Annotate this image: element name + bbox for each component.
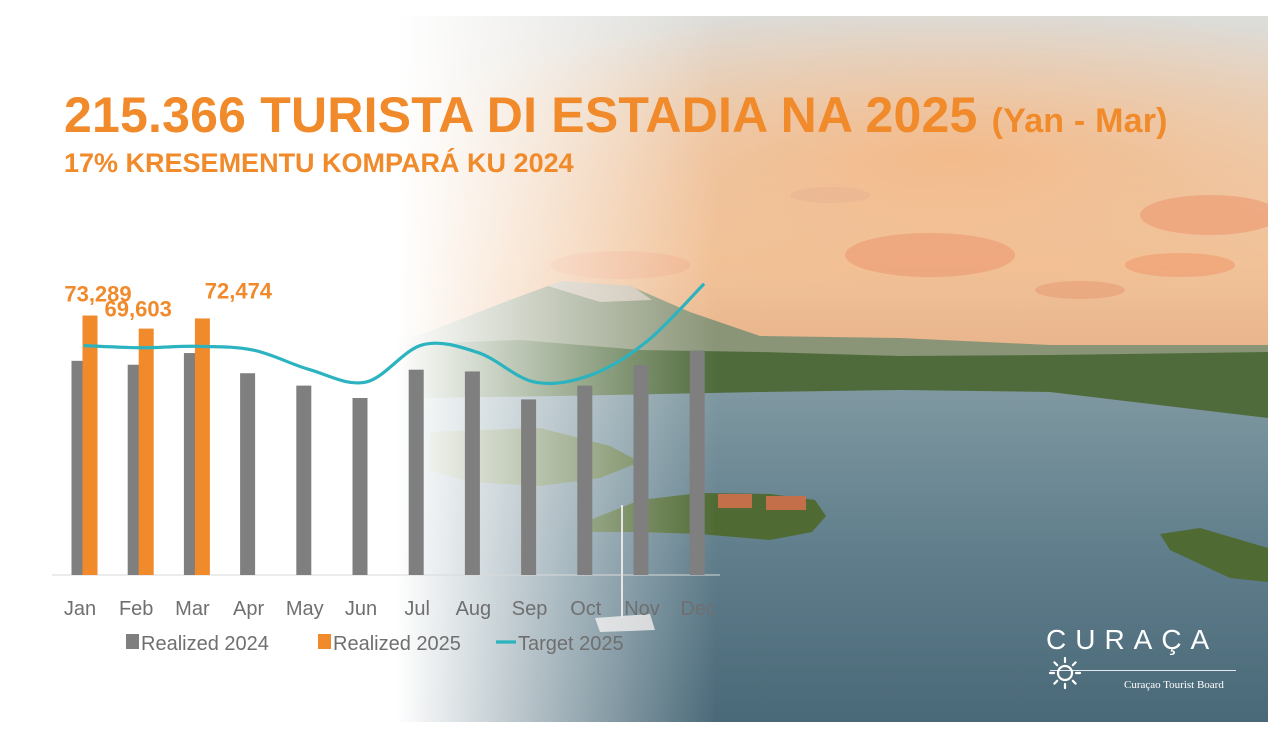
- x-tick-label: Oct: [570, 598, 602, 620]
- legend-swatch-realized-2025: [318, 634, 331, 649]
- legend-label: Realized 2024: [141, 633, 269, 655]
- bar-realized-2024: [633, 365, 649, 575]
- x-tick-label: Aug: [456, 598, 492, 620]
- curacao-logo: CURAÇA Curaçao Tourist Board: [1046, 624, 1246, 695]
- bar-realized-2024: [240, 373, 256, 575]
- headline: 215.366 TURISTA DI ESTADIA NA 2025 (Yan …: [64, 86, 1168, 144]
- x-tick-label: Nov: [624, 598, 660, 620]
- bar-realized-2025: [194, 318, 210, 575]
- bar-realized-2024: [464, 371, 480, 575]
- data-label-2025: 72,474: [205, 278, 273, 303]
- bar-realized-2025: [82, 315, 98, 575]
- headline-period: (Yan - Mar): [991, 102, 1168, 140]
- logo-tagline: Curaçao Tourist Board: [1124, 679, 1224, 691]
- data-label-2025: 73,289: [64, 282, 131, 307]
- bar-realized-2024: [577, 385, 593, 575]
- subheadline: 17% KRESEMENTU KOMPARÁ KU 2024: [64, 148, 574, 178]
- x-tick-label: Apr: [233, 598, 264, 620]
- line-target-2025: [83, 283, 705, 386]
- legend-label: Target 2025: [518, 633, 624, 655]
- x-tick-label: Dec: [680, 598, 716, 620]
- headline-text: 215.366 TURISTA DI ESTADIA NA 2025: [64, 87, 978, 143]
- x-tick-label: May: [286, 598, 324, 620]
- bar-realized-2024: [296, 385, 312, 575]
- data-label-2025: 69,603: [105, 297, 172, 322]
- logo-divider: [1050, 670, 1236, 671]
- bar-realized-2024: [521, 399, 537, 575]
- logo-wordmark: CURAÇA: [1046, 624, 1219, 655]
- bar-realized-2024: [689, 350, 705, 575]
- x-tick-label: Jan: [64, 598, 96, 620]
- legend-swatch-realized-2024: [126, 634, 139, 649]
- bar-realized-2025: [138, 328, 154, 575]
- x-tick-label: Jun: [345, 598, 377, 620]
- bar-realized-2024: [352, 398, 368, 575]
- x-tick-label: Feb: [119, 598, 153, 620]
- sun-icon: [1048, 656, 1082, 695]
- x-tick-label: Jul: [404, 598, 430, 620]
- legend-label: Realized 2025: [333, 633, 461, 655]
- x-tick-label: Sep: [512, 598, 548, 620]
- bar-realized-2024: [408, 369, 424, 575]
- x-tick-label: Mar: [175, 598, 210, 620]
